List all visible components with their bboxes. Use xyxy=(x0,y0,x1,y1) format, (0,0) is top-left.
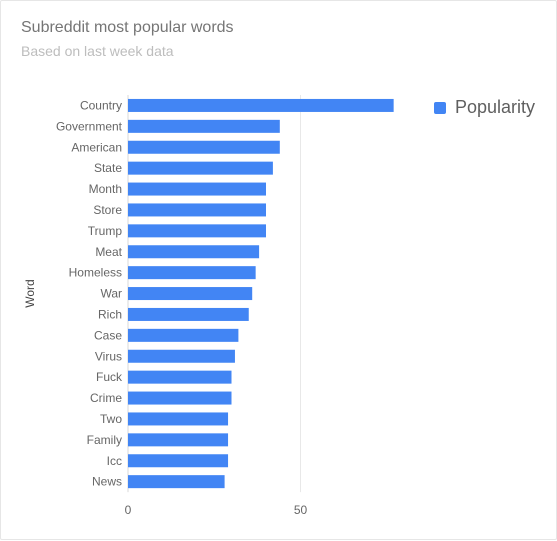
category-label: Family xyxy=(87,433,122,447)
bar xyxy=(128,287,253,301)
bar xyxy=(128,119,280,133)
bar xyxy=(128,182,266,196)
legend[interactable]: Popularity xyxy=(434,97,535,118)
category-label: Store xyxy=(93,203,122,217)
category-label: Country xyxy=(80,98,122,112)
bar xyxy=(128,245,260,259)
category-label: Trump xyxy=(88,224,123,238)
bar xyxy=(128,224,266,238)
bar xyxy=(128,412,229,426)
bar xyxy=(128,140,280,154)
bar xyxy=(128,370,232,384)
bar xyxy=(128,433,229,447)
category-label: Fuck xyxy=(96,370,123,384)
y-axis-title: Word xyxy=(23,279,37,307)
category-label: Icc xyxy=(107,454,122,468)
legend-swatch xyxy=(434,101,446,114)
bar xyxy=(128,203,266,217)
category-label: Case xyxy=(94,328,122,342)
bar xyxy=(128,454,229,468)
bar xyxy=(128,266,256,280)
category-label: American xyxy=(71,140,122,154)
category-label: Virus xyxy=(95,349,122,363)
category-label: Rich xyxy=(98,307,122,321)
bar xyxy=(128,307,249,321)
bar xyxy=(128,328,239,342)
bar xyxy=(128,475,225,489)
bar xyxy=(128,161,273,175)
bar xyxy=(128,98,394,112)
category-label: Meat xyxy=(95,245,122,259)
category-label: News xyxy=(92,475,122,489)
category-label: Homeless xyxy=(69,266,122,280)
category-label: Crime xyxy=(90,391,122,405)
category-label: Month xyxy=(89,182,122,196)
bar xyxy=(128,391,232,405)
x-tick-label: 50 xyxy=(294,503,308,517)
chart-title: Subreddit most popular words xyxy=(21,19,234,36)
category-label: Government xyxy=(56,119,123,133)
category-label: Two xyxy=(100,412,122,426)
category-label: State xyxy=(94,161,122,175)
chart-subtitle: Based on last week data xyxy=(21,43,174,59)
x-tick-label: 0 xyxy=(125,503,132,517)
legend-label: Popularity xyxy=(455,97,536,117)
category-label: War xyxy=(100,287,122,301)
bar xyxy=(128,349,235,363)
